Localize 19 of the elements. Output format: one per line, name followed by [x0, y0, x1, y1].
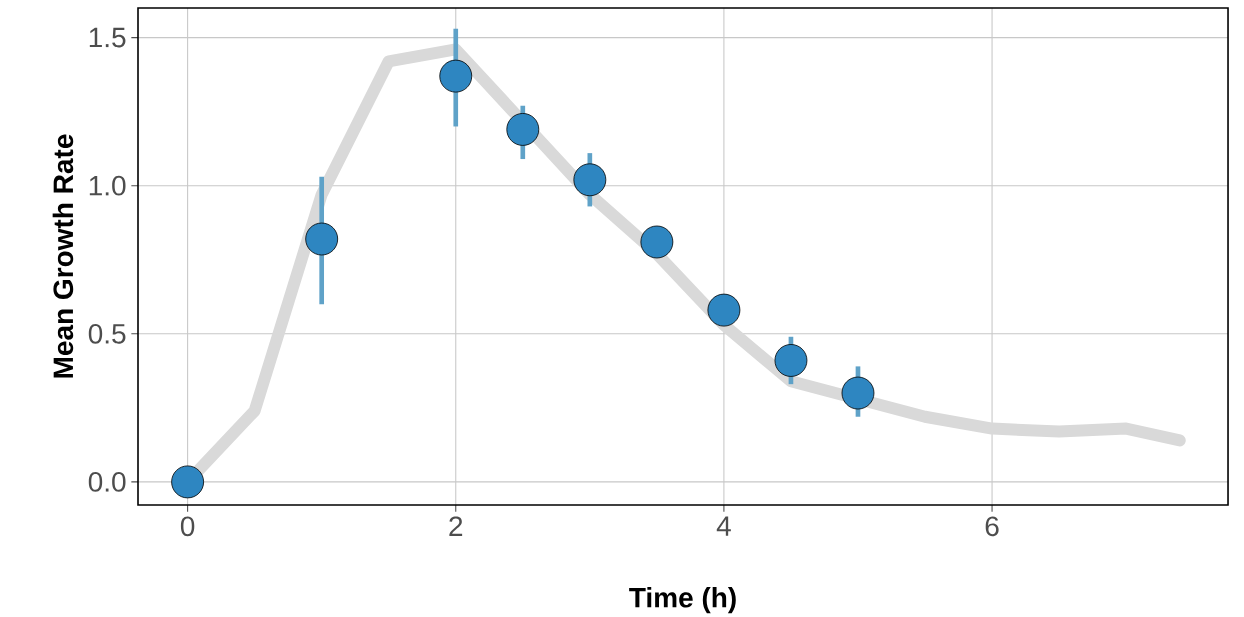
y-tick-label: 1.0: [89, 175, 126, 196]
x-tick-label: 4: [716, 516, 731, 536]
point: [707, 293, 741, 327]
point: [774, 344, 808, 377]
y-tick-label: 1.5: [89, 27, 126, 48]
point: [439, 59, 473, 93]
y-axis-title: Mean Growth Rate: [52, 134, 74, 378]
point: [640, 225, 674, 259]
point: [573, 163, 607, 197]
x-tick-label: 2: [449, 516, 463, 536]
x-axis-title: Time (h): [629, 587, 736, 614]
point: [841, 376, 875, 410]
x-tick-label: 0: [180, 516, 195, 537]
x-tick-label: 6: [985, 516, 999, 537]
point: [506, 113, 540, 146]
point: [305, 222, 339, 256]
y-tick-label: 0.5: [88, 323, 126, 344]
point: [171, 465, 205, 499]
y-tick-label: 0.0: [88, 471, 126, 492]
